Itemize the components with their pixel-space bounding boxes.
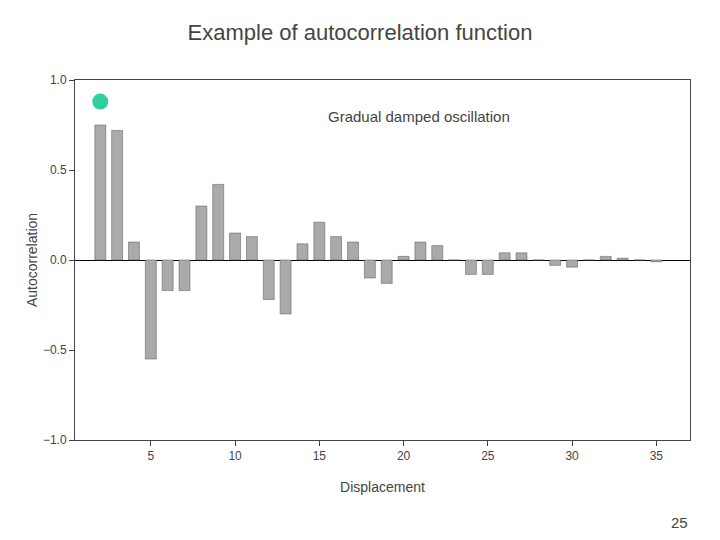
svg-text:Autocorrelation: Autocorrelation [24,213,40,307]
svg-text:5: 5 [147,449,154,463]
svg-text:−0.5: −0.5 [43,343,67,357]
svg-text:10: 10 [228,449,242,463]
svg-text:35: 35 [650,449,664,463]
svg-text:0.5: 0.5 [50,163,67,177]
svg-text:Example of autocorrelation fun: Example of autocorrelation function [188,20,533,45]
svg-text:25: 25 [671,514,688,531]
svg-text:15: 15 [313,449,327,463]
svg-text:25: 25 [481,449,495,463]
svg-text:1.0: 1.0 [50,73,67,87]
svg-text:Displacement: Displacement [340,479,425,495]
svg-text:30: 30 [565,449,579,463]
svg-text:0.0: 0.0 [50,253,67,267]
svg-text:20: 20 [397,449,411,463]
svg-text:Gradual damped oscillation: Gradual damped oscillation [328,108,510,125]
svg-text:−1.0: −1.0 [43,433,67,447]
